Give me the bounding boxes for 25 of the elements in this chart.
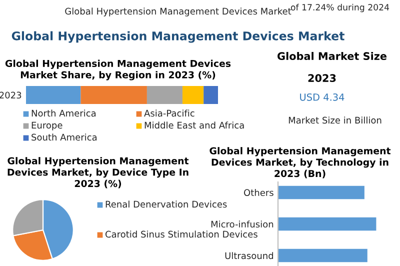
text: of 17.24% during 2024 [290, 4, 390, 12]
legend-label: Carotid Sinus Stimulation Devices [106, 230, 258, 238]
bar [204, 86, 218, 104]
legend-label: Europe [32, 122, 62, 130]
legend-label: North America [32, 110, 96, 117]
bar [80, 86, 147, 104]
text: Global Hypertension Management Devices Market Share, by Region in 2023 (%) [5, 60, 231, 80]
legend-label: Asia-Pacific [144, 110, 194, 117]
bar [146, 86, 182, 104]
text: Global Hypertension Management Devices Market [65, 8, 292, 16]
legend-label: Middle East and Africa [144, 122, 244, 129]
bar [26, 86, 81, 104]
text: Global Market Size [278, 52, 387, 60]
y-tick-label: Others [244, 189, 274, 196]
legend-label: South America [32, 134, 97, 141]
y-tick-label: Ultrasound [225, 252, 274, 260]
chart-title: Global Hypertension Management Devices Market, by Device Type In 2023 (%) [8, 157, 189, 188]
text: Global Hypertension Management Devices Market [12, 31, 344, 43]
text: 2023 [0, 92, 22, 99]
chart-title: Global Hypertension Management Devices Market, by Technology in 2023 (Bn) [210, 147, 391, 178]
legend-label: Renal Denervation Devices [106, 200, 227, 208]
text: USD 4.34 [300, 93, 344, 101]
y-tick-label: Micro-infusion [211, 220, 274, 228]
bar [182, 86, 204, 104]
text: Market Size in Billion [288, 116, 382, 124]
